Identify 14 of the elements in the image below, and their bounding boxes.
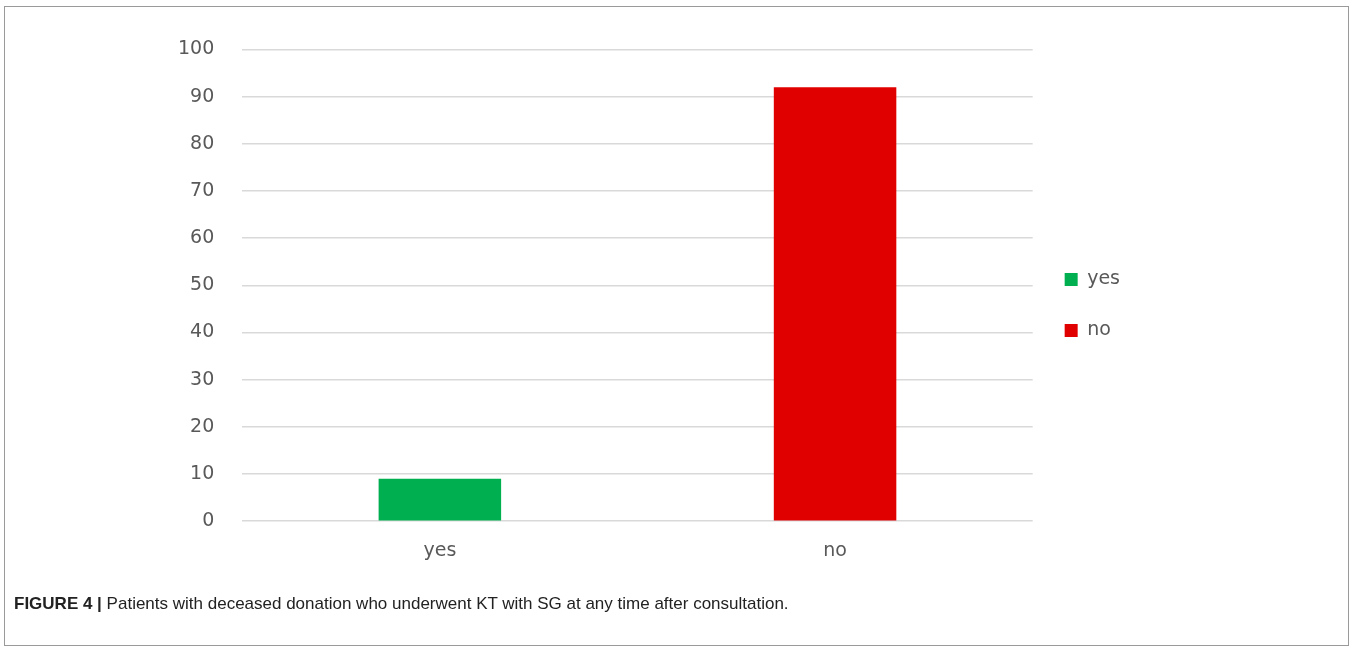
y-tick-label: 100: [178, 36, 215, 59]
caption: FIGURE 4 | Patients with deceased donation who underwent KT with SG at any time after consultation.: [14, 594, 789, 614]
y-tick-label: 40: [190, 319, 215, 342]
y-tick-label: 90: [190, 83, 215, 106]
y-tick-label: 0: [202, 508, 215, 531]
y-tick-label: 50: [190, 272, 215, 295]
y-tick-label: 10: [190, 460, 215, 483]
y-tick-label: 80: [190, 130, 215, 153]
legend-label: no: [1087, 317, 1111, 340]
y-tick-label: 20: [190, 413, 215, 436]
legend-label: yes: [1087, 266, 1121, 289]
y-tick-label: 70: [190, 177, 215, 200]
y-tick-label: 60: [190, 225, 215, 248]
y-tick-label: 30: [190, 366, 215, 389]
